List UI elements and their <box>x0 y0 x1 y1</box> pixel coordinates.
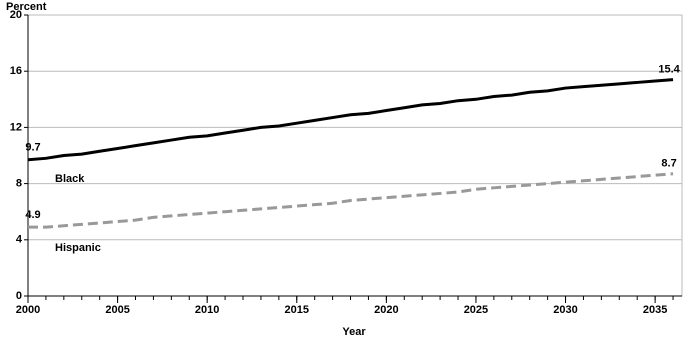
data-label: 4.9 <box>25 209 40 221</box>
y-tick-label: 0 <box>16 290 22 302</box>
plot-frame <box>27 14 683 297</box>
x-tick-label: 2015 <box>285 304 309 316</box>
y-tick-label: 8 <box>16 178 22 190</box>
x-tick-label: 2000 <box>16 304 40 316</box>
series-label: Hispanic <box>55 242 101 254</box>
x-tick-label: 2025 <box>464 304 488 316</box>
series-label: Black <box>55 173 85 185</box>
data-label: 9.7 <box>25 142 40 154</box>
x-tick-label: 2020 <box>374 304 398 316</box>
data-label: 8.7 <box>661 158 676 170</box>
data-label: 15.4 <box>658 64 680 76</box>
y-tick-label: 16 <box>10 65 22 77</box>
series-line <box>28 172 674 229</box>
series-line <box>27 78 674 162</box>
x-tick-label: 2005 <box>105 304 129 316</box>
y-tick-label: 4 <box>16 234 23 246</box>
x-axis-title: Year <box>342 326 366 338</box>
x-tick-label: 2035 <box>643 304 667 316</box>
x-tick-label: 2030 <box>553 304 577 316</box>
y-tick-label: 20 <box>10 9 22 21</box>
y-axis-title: Percent <box>6 1 47 13</box>
x-tick-label: 2010 <box>195 304 219 316</box>
y-tick-label: 12 <box>10 121 22 133</box>
